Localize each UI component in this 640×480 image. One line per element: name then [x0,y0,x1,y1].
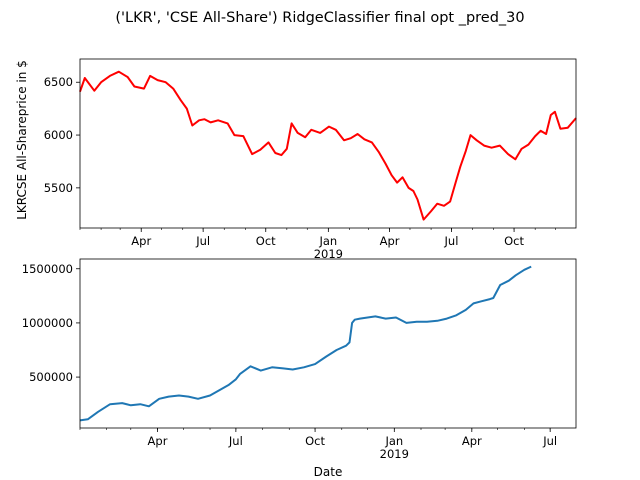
plot-frame [79,258,577,429]
plot-frame [79,58,577,229]
x-tick-label: Apr [148,434,168,448]
x-axis-label: Date [314,465,343,479]
series-line [79,70,577,221]
x-tick-label: Apr [131,234,151,248]
x-tick-label: Oct [504,234,524,248]
y-axis-label: LKRCSE All-Shareprice in $ [15,60,29,220]
x-tick-label: Apr [462,434,482,448]
x-tick-label: Jan [384,434,403,448]
x-year-label: 2019 [380,447,409,461]
x-tick-label: Apr [380,234,400,248]
subplot-1: 5500 6000 6500 Apr Jul Oct Jan Apr Jul Oct 2019 LKR… [15,58,577,261]
y-tick-label: 5500 [44,181,73,195]
x-tick-label: Jul [444,234,459,248]
y-tick-label: 500000 [29,370,73,384]
y-tick-label: 6000 [44,128,73,142]
y-tick-label: 1000000 [22,316,73,330]
x-tick-label: Jan [318,234,337,248]
x-tick-label: Oct [305,434,325,448]
y-tick-label: 6500 [44,75,73,89]
x-year-label: 2019 [314,247,343,261]
x-tick-label: Jul [228,434,243,448]
figure-title: ('LKR', 'CSE All-Share') RidgeClassifier… [115,10,524,26]
x-tick-label: Jul [542,434,557,448]
y-tick-label: 1500000 [22,262,73,276]
x-tick-label: Jul [195,234,210,248]
x-tick-label: Oct [256,234,276,248]
series-line [79,265,532,422]
subplot-2: 500000 1000000 1500000 Apr Jul Oct Jan Apr Jul 20… [22,258,577,479]
